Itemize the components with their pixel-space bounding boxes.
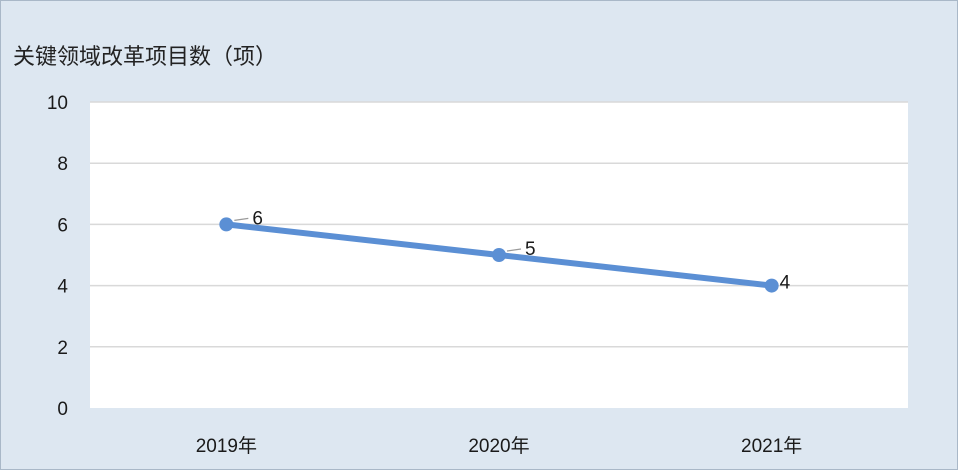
data-point <box>219 217 234 232</box>
chart-title: 关键领域改革项目数（项） <box>13 45 278 70</box>
y-tick-label: 4 <box>57 277 68 298</box>
label-leader-line <box>234 217 249 221</box>
y-tick-labels: 0 2 4 6 8 10 <box>47 93 69 420</box>
data-label: 4 <box>780 273 791 294</box>
y-tick-label: 10 <box>47 93 68 114</box>
series-line <box>219 217 779 293</box>
y-tick-label: 0 <box>57 399 68 420</box>
y-tick-label: 2 <box>57 338 68 359</box>
y-tick-label: 6 <box>57 215 68 236</box>
x-category-label: 2020年 <box>468 435 529 457</box>
x-category-labels: 2019年 2020年 2021年 <box>196 435 803 457</box>
data-point <box>764 278 779 293</box>
data-label: 6 <box>252 208 263 229</box>
label-leader-line <box>506 248 522 252</box>
data-labels: 6 5 4 <box>234 208 791 294</box>
x-category-label: 2019年 <box>196 435 257 457</box>
data-point <box>492 248 506 262</box>
data-label: 5 <box>525 239 536 260</box>
x-category-label: 2021年 <box>741 435 802 457</box>
y-tick-label: 8 <box>57 154 68 175</box>
